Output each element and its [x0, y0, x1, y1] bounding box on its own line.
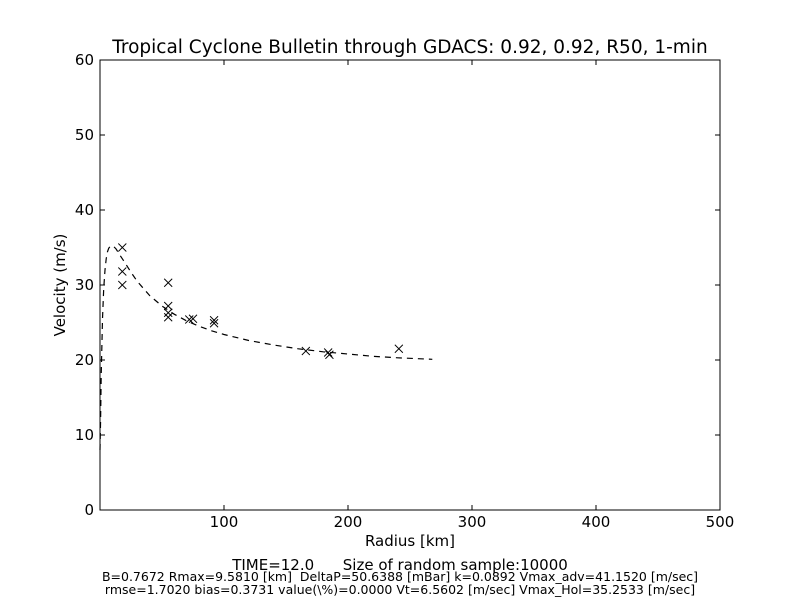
x-axis-label: Radius [km]: [365, 532, 455, 550]
observation-marker-stroke: [301, 346, 311, 356]
plot-area: [99, 243, 433, 451]
observation-point: [323, 348, 333, 357]
observation-marker-stroke: [163, 301, 173, 311]
observation-point: [163, 312, 173, 322]
observation-marker-stroke: [209, 318, 219, 328]
observation-marker-stroke: [184, 315, 194, 324]
y-tick-label: 10: [75, 426, 94, 444]
observation-point: [118, 280, 127, 290]
observation-point: [325, 350, 334, 360]
observation-point: [301, 346, 311, 356]
x-tick-label: 100: [210, 513, 239, 531]
footer-parameters: B=0.7672 Rmax=9.5810 [km] DeltaP=50.6388…: [101, 569, 699, 584]
chart-title: Tropical Cyclone Bulletin through GDACS:…: [111, 37, 707, 58]
axis-ticks: 100 200 300 400 500 0 10 20 30 40 50 60: [75, 51, 734, 531]
observation-marker-stroke: [188, 314, 198, 324]
footer-statistics: rmse=1.7020 bias=0.3731 value(\%)=0.0000…: [104, 582, 696, 597]
observation-marker-stroke: [163, 312, 173, 322]
y-tick-label: 30: [75, 276, 94, 294]
observation-point: [184, 315, 194, 324]
observation-point: [118, 267, 127, 276]
observation-point: [394, 344, 404, 354]
observation-marker-stroke: [163, 278, 173, 288]
x-tick-label: 400: [582, 513, 611, 531]
observation-marker-stroke: [325, 350, 334, 360]
y-tick-label: 50: [75, 126, 94, 144]
observation-point: [118, 243, 127, 252]
observation-marker-stroke: [209, 315, 219, 325]
holland-profile-line: [99, 244, 433, 451]
observation-marker-stroke: [323, 348, 333, 357]
observation-point: [163, 308, 173, 318]
y-tick-label: 20: [75, 351, 94, 369]
observation-marker-stroke: [118, 243, 127, 252]
y-tick-label: 60: [75, 51, 94, 69]
x-tick-label: 500: [706, 513, 735, 531]
x-tick-label: 300: [458, 513, 487, 531]
observation-marker-stroke: [163, 308, 173, 318]
observation-point: [163, 301, 173, 311]
y-tick-label: 0: [84, 501, 94, 519]
y-axis-label: Velocity (m/s): [51, 234, 69, 337]
observation-marker-stroke: [118, 267, 127, 276]
observation-point: [188, 314, 198, 324]
footer-time-sample: TIME=12.0 Size of random sample:10000: [232, 556, 568, 574]
observation-marker-stroke: [394, 344, 404, 354]
observation-point: [163, 278, 173, 288]
y-tick-label: 40: [75, 201, 94, 219]
observation-point: [209, 315, 219, 325]
x-tick-label: 200: [334, 513, 363, 531]
observation-point: [209, 318, 219, 328]
observation-marker-stroke: [118, 280, 127, 290]
